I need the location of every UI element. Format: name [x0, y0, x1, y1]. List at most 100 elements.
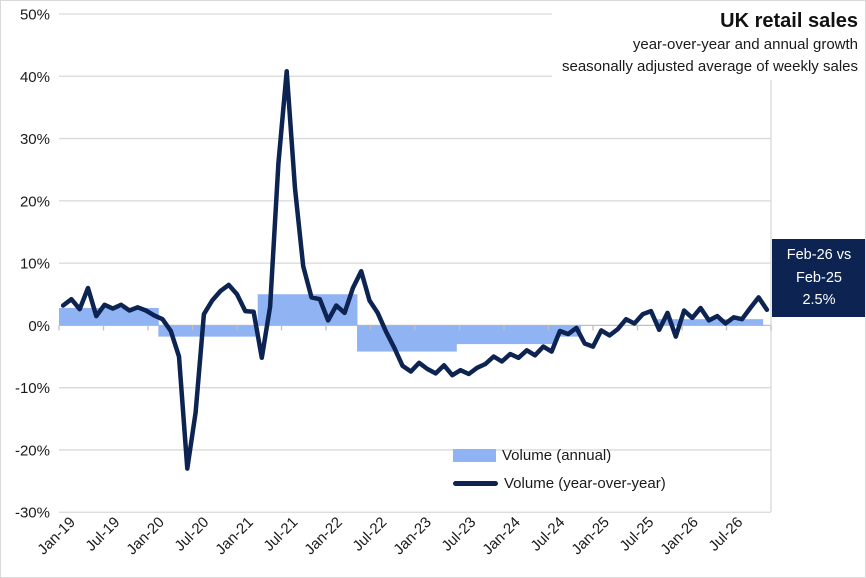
annual-bar-segment	[398, 325, 408, 352]
annual-bar-segment	[489, 325, 499, 345]
x-axis-label: Jul-25	[616, 514, 657, 555]
annual-bar-segment	[754, 319, 764, 326]
annual-bar-segment	[737, 319, 747, 326]
x-axis-label: Jan-24	[479, 514, 523, 558]
annual-bar-segment	[249, 325, 259, 337]
y-axis-label: -20%	[15, 442, 50, 459]
annual-bar-segment	[357, 325, 366, 352]
annual-bar-segment	[224, 325, 234, 337]
annual-bar-segment	[497, 325, 507, 345]
annual-bar-segment	[472, 325, 482, 345]
legend-label-annual: Volume (annual)	[502, 447, 612, 464]
legend-line-swatch-icon	[453, 481, 498, 486]
annual-bar-segment	[365, 325, 375, 352]
callout-value: 2.5%	[802, 292, 836, 309]
chart-subtitle-line1: year-over-year and annual growth	[632, 36, 858, 53]
annual-bar-segment	[464, 325, 474, 345]
annual-bar-segment	[696, 319, 706, 326]
annual-bar-segment	[448, 325, 457, 352]
annual-bar-segment	[257, 294, 267, 326]
annual-bar-segment	[431, 325, 441, 352]
annual-bar-segment	[663, 319, 673, 326]
x-axis-label: Jul-23	[438, 514, 479, 555]
y-axis-label: 40%	[20, 69, 50, 86]
annual-bar-segment	[332, 294, 341, 326]
legend-item-yoy: Volume (year-over-year)	[453, 475, 666, 492]
annual-bar-segment	[307, 294, 317, 326]
annual-bar-segment	[241, 325, 250, 337]
annual-bar-segment	[100, 307, 110, 326]
annual-bar-segment	[282, 294, 292, 326]
x-axis-label: Jan-20	[123, 514, 167, 558]
annual-bar-segment	[59, 307, 68, 326]
annual-bar-segment	[655, 319, 664, 326]
y-axis-label: 50%	[20, 7, 50, 24]
annual-bar-segment	[539, 325, 548, 345]
x-axis-label: Jan-26	[657, 514, 701, 558]
annual-bar-segment	[547, 325, 557, 345]
annual-bar-segment	[290, 294, 300, 326]
x-axis-label: Jul-21	[260, 514, 301, 555]
annual-bar-segment	[439, 325, 449, 352]
y-axis-label: -10%	[15, 380, 50, 397]
x-axis-label: Jul-19	[82, 514, 123, 555]
y-axis-label: -30%	[15, 505, 50, 522]
yoy-line	[60, 69, 770, 471]
annual-bar-segment	[381, 325, 391, 352]
annual-bar-segment	[191, 325, 201, 337]
annual-bar-segment	[323, 294, 333, 326]
annual-bar-segment	[415, 325, 424, 352]
annual-bar-segment	[141, 307, 151, 326]
annual-bar-segment	[514, 325, 524, 345]
annual-bar-segment	[315, 294, 325, 326]
latest-value-callout: Feb-26 vs Feb-25 2.5%	[772, 239, 865, 317]
annual-bar-segment	[67, 307, 76, 326]
annual-bar-segment	[481, 325, 490, 345]
annual-bar-segment	[116, 307, 126, 326]
x-axis-label: Jul-26	[705, 514, 746, 555]
chart-subtitle-line2: seasonally adjusted average of weekly sa…	[561, 57, 858, 75]
callout-line1: Feb-26 vs	[786, 247, 852, 264]
annual-bar-segment	[274, 294, 283, 326]
legend-label-yoy: Volume (year-over-year)	[504, 475, 666, 492]
annual-bar-segment	[348, 294, 358, 326]
annual-bar-segment	[232, 325, 242, 337]
title-block: UK retail sales year-over-year and annua…	[551, 7, 862, 80]
annual-bar-segment	[729, 319, 739, 326]
annual-bar-segment	[456, 325, 466, 345]
annual-bar-segment	[522, 325, 532, 345]
annual-bar-segment	[713, 319, 722, 326]
annual-bar-segment	[183, 325, 192, 337]
annual-bar-segment	[208, 325, 217, 337]
annual-bar-segment	[216, 325, 225, 337]
x-axis-label: Jan-25	[568, 514, 612, 558]
annual-bar-segment	[83, 307, 93, 326]
x-axis-label: Jan-22	[301, 514, 345, 558]
annual-bar-segment	[299, 294, 308, 326]
x-axis-label: Jul-20	[171, 514, 212, 555]
legend-bar-swatch-icon	[453, 449, 496, 462]
x-axis-label: Jul-24	[527, 514, 568, 555]
chart-title: UK retail sales	[720, 10, 858, 32]
annual-bar-segment	[506, 325, 515, 345]
annual-bar-segment	[174, 325, 184, 337]
y-axis-label: 0%	[28, 318, 50, 335]
annual-bar-segment	[423, 325, 432, 352]
y-axis-label: 30%	[20, 131, 50, 148]
annual-bar-segment	[108, 307, 118, 326]
annual-bar-segment	[133, 307, 143, 326]
annual-bar-segment	[671, 319, 681, 326]
annual-bar-segment	[158, 325, 168, 337]
x-axis-label: Jan-23	[390, 514, 434, 558]
annual-bar-segment	[75, 307, 85, 326]
annual-bar-segment	[679, 319, 689, 326]
annual-bar-segment	[390, 325, 399, 352]
annual-bar-segment	[406, 325, 416, 352]
y-axis-label: 10%	[20, 256, 50, 273]
annual-bar-segment	[530, 325, 540, 345]
annual-bar-segment	[373, 325, 383, 352]
callout-line2: Feb-25	[796, 269, 842, 286]
annual-bar-segment	[564, 325, 573, 337]
